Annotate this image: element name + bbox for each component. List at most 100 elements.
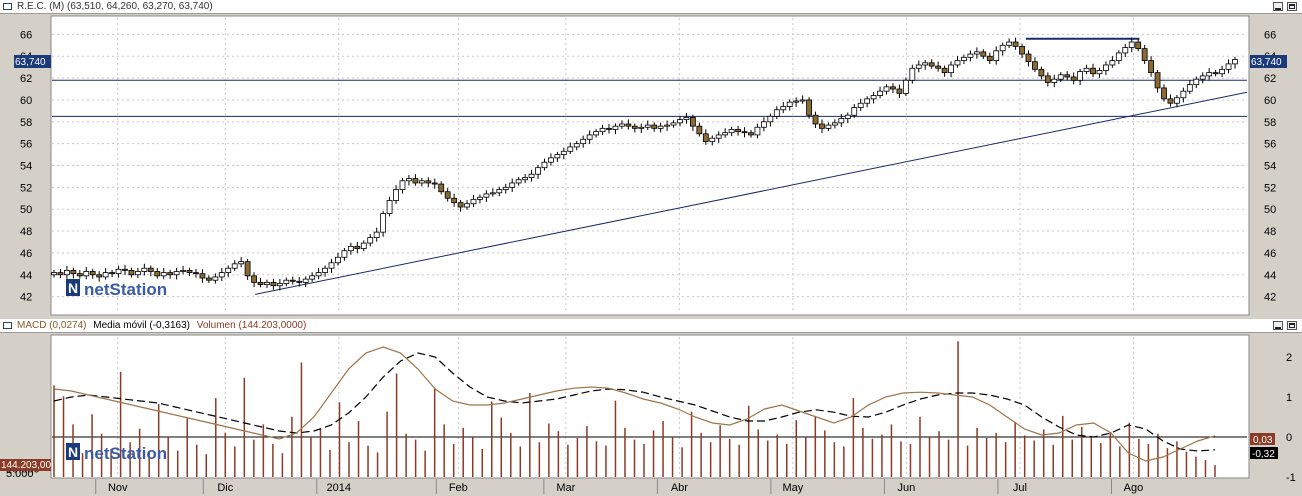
candle-body <box>1044 75 1051 83</box>
candle-body <box>1006 41 1013 46</box>
candle-body <box>89 271 96 276</box>
candle-body <box>1038 68 1045 77</box>
candle-body <box>864 98 871 104</box>
candle-body <box>147 267 154 272</box>
candle-body <box>444 191 451 199</box>
candle-body <box>96 274 103 278</box>
candle-body <box>128 269 135 276</box>
candle-body <box>64 269 70 276</box>
candle-body <box>1225 63 1232 70</box>
candle-body <box>406 178 412 182</box>
candle-body <box>70 269 77 275</box>
candle-body <box>928 62 935 67</box>
panel-system-icon[interactable] <box>3 322 12 329</box>
macd-tick-label: 0 <box>1286 432 1292 444</box>
candle-body <box>599 127 606 133</box>
trendline <box>255 91 1248 295</box>
price-panel-title: R.E.C. (M) (63,510, 64,260, 63,270, 63,7… <box>17 1 213 12</box>
candle-body <box>109 272 115 275</box>
price-tick-label: 60 <box>1264 95 1276 107</box>
price-tick-label: 58 <box>1264 117 1276 129</box>
candle-body <box>1096 70 1103 75</box>
candle-body <box>1057 74 1064 80</box>
candle-body <box>909 67 916 81</box>
candle-body <box>1064 74 1071 78</box>
candle-body <box>418 180 425 184</box>
candle-body <box>896 88 903 94</box>
candle-body <box>812 114 819 125</box>
candle-body <box>625 123 632 127</box>
candle-body <box>567 146 574 152</box>
candle-body <box>548 157 554 163</box>
candle-body <box>593 131 599 136</box>
panel-system-icon[interactable] <box>3 3 12 10</box>
candle-body <box>1206 72 1213 77</box>
price-tick-label: 56 <box>20 139 32 151</box>
svg-text:144.203,00: 144.203,00 <box>1 460 51 471</box>
candle-body <box>612 125 619 130</box>
candle-body <box>399 180 406 190</box>
minimize-icon[interactable] <box>1273 2 1283 11</box>
candle-body <box>767 115 774 123</box>
close-icon[interactable] <box>1287 321 1297 330</box>
candle-body <box>1025 53 1032 63</box>
candle-body <box>76 273 83 277</box>
candle-body <box>1077 71 1084 81</box>
candle-body <box>715 134 722 139</box>
candle-body <box>677 119 683 124</box>
candle-body <box>257 282 264 285</box>
candle-body <box>1115 52 1122 62</box>
x-axis-label: 2014 <box>327 482 351 494</box>
candle-body <box>1141 48 1148 62</box>
macd-tick-label: 1 <box>1286 392 1292 404</box>
candle-body <box>502 186 509 190</box>
candle-body <box>702 133 709 142</box>
candle-body <box>586 134 593 140</box>
candle-body <box>1019 46 1025 55</box>
svg-text:63,740: 63,740 <box>1251 57 1282 68</box>
candle-body <box>160 272 167 277</box>
candle-body <box>619 123 625 127</box>
candle-body <box>986 55 993 62</box>
svg-text:netStation: netStation <box>84 280 167 299</box>
x-axis-label: Feb <box>449 482 468 494</box>
candle-body <box>541 161 548 169</box>
candle-body <box>238 261 245 265</box>
price-tick-label: 54 <box>20 161 32 173</box>
candle-body <box>302 278 309 283</box>
candle-body <box>83 271 90 277</box>
macd-line <box>53 346 1216 462</box>
candle-body <box>922 62 929 66</box>
candle-body <box>554 154 561 159</box>
candle-body <box>122 268 128 271</box>
candle-body <box>315 272 322 277</box>
candle-body <box>496 189 503 194</box>
candle-body <box>1083 67 1090 72</box>
price-tick-label: 50 <box>1264 204 1276 216</box>
candle-body <box>1051 78 1058 83</box>
candle-body <box>347 245 354 252</box>
svg-text:N: N <box>68 280 78 296</box>
macd-badge: 0,03 <box>1250 433 1275 446</box>
price-tick-label: 52 <box>1264 182 1276 194</box>
candle-body <box>1148 60 1155 74</box>
price-watermark: N netStation <box>66 279 167 299</box>
candle-body <box>941 67 948 74</box>
indicator-watermark: N netStation <box>66 443 167 463</box>
candle-body <box>870 95 877 100</box>
candle-body <box>1212 72 1219 75</box>
candle-body <box>354 245 361 249</box>
candle-body <box>696 125 703 135</box>
svg-text:63,740: 63,740 <box>15 57 46 68</box>
candle-body <box>180 269 186 272</box>
minimize-icon[interactable] <box>1273 321 1283 330</box>
close-icon[interactable] <box>1287 2 1297 11</box>
price-tick-label: 52 <box>20 182 32 194</box>
candle-body <box>134 271 141 276</box>
price-chart[interactable]: 42444648505254565860626466 4244464850525… <box>0 14 1302 316</box>
candle-body <box>425 180 432 184</box>
candle-body <box>1103 64 1109 71</box>
candle-body <box>51 272 57 276</box>
indicator-panel-titlebar: MACD (0,0274) Media móvil (-0,3163) Volu… <box>0 319 1302 333</box>
